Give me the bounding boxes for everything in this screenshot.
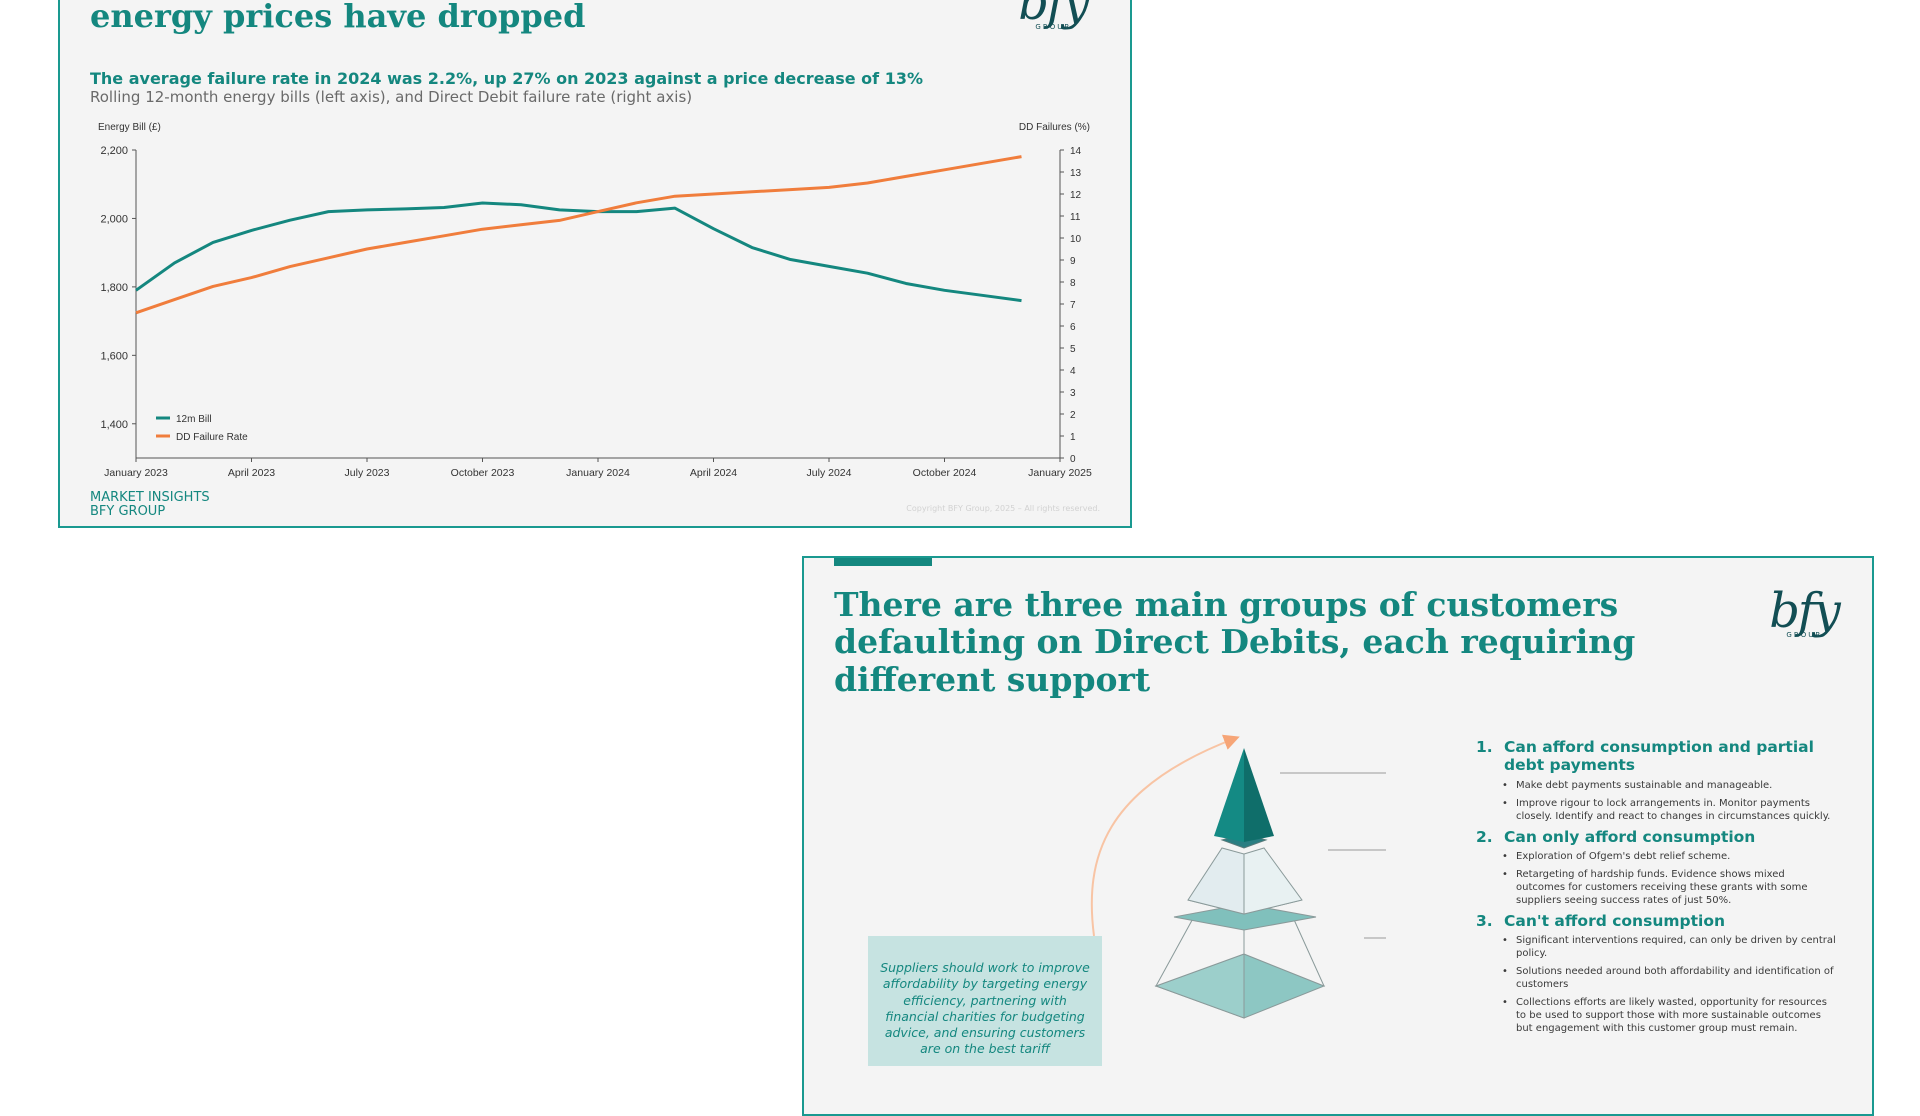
logo-wordmark: bfy xyxy=(1018,0,1090,31)
left-tick-label: 2,200 xyxy=(100,145,128,157)
title-accent-bar xyxy=(834,558,932,566)
customer-groups-list: 1. Can afford consumption and partial de… xyxy=(1476,738,1836,1040)
bullet-item: Retargeting of hardship funds. Evidence … xyxy=(1502,868,1836,907)
slide-energy-chart: Direct Debit defaults are still rising, … xyxy=(58,0,1132,528)
slide-title: There are three main groups of customers… xyxy=(834,585,1636,699)
group-bullets: Exploration of Ofgem's debt relief schem… xyxy=(1502,850,1836,907)
footer-bfy-group: BFY GROUP xyxy=(90,504,166,519)
group-heading: 2. Can only afford consumption xyxy=(1476,828,1836,846)
right-tick-label: 14 xyxy=(1070,146,1082,157)
chart-subtitle: Rolling 12-month energy bills (left axis… xyxy=(90,88,693,106)
series-line-dd-failure xyxy=(135,155,1022,315)
series-line-bill xyxy=(135,201,1022,303)
legend-label: DD Failure Rate xyxy=(176,432,248,443)
customer-group: 2. Can only afford consumption Explorati… xyxy=(1476,828,1836,907)
group-number: 1. xyxy=(1476,738,1493,756)
bullet-item: Significant interventions required, can … xyxy=(1502,934,1836,960)
pyramid-tier-top-left xyxy=(1214,748,1244,842)
right-tick-label: 1 xyxy=(1070,432,1076,443)
bullet-item: Solutions needed around both affordabili… xyxy=(1502,965,1836,991)
left-tick-label: 1,400 xyxy=(100,419,128,431)
bullet-item: Exploration of Ofgem's debt relief schem… xyxy=(1502,850,1836,863)
affordability-arrow xyxy=(1090,734,1240,937)
right-tick-label: 6 xyxy=(1070,322,1076,333)
left-tick-label: 1,800 xyxy=(100,282,128,294)
right-tick-label: 12 xyxy=(1070,190,1082,201)
affordability-callout: Suppliers should work to improve afforda… xyxy=(868,936,1102,1066)
footer-market-insights: MARKET INSIGHTS xyxy=(90,490,210,505)
x-tick-label: July 2024 xyxy=(807,467,852,479)
customer-pyramid-diagram xyxy=(1090,734,1386,1019)
right-tick-label: 13 xyxy=(1070,168,1082,179)
right-tick-label: 10 xyxy=(1070,234,1082,245)
x-tick-label: January 2023 xyxy=(104,467,168,479)
group-title: Can't afford consumption xyxy=(1504,911,1726,930)
right-tick-label: 11 xyxy=(1070,212,1081,223)
x-tick-label: January 2025 xyxy=(1028,467,1092,479)
logo-wordmark: bfy xyxy=(1769,583,1841,639)
left-tick-label: 2,000 xyxy=(100,213,128,225)
copyright-notice: Copyright BFY Group, 2025 – All rights r… xyxy=(906,504,1100,513)
right-tick-label: 5 xyxy=(1070,344,1076,355)
chart-headline: The average failure rate in 2024 was 2.2… xyxy=(90,69,923,88)
bullet-item: Make debt payments sustainable and manag… xyxy=(1502,779,1836,792)
right-tick-label: 0 xyxy=(1070,454,1076,465)
right-tick-label: 2 xyxy=(1070,410,1076,421)
group-bullets: Significant interventions required, can … xyxy=(1502,934,1836,1035)
pyramid-tier-top-right xyxy=(1244,748,1274,842)
x-tick-label: July 2023 xyxy=(345,467,390,479)
x-tick-label: April 2023 xyxy=(228,467,275,479)
right-tick-label: 9 xyxy=(1070,256,1076,267)
group-heading: 3. Can't afford consumption xyxy=(1476,912,1836,930)
group-number: 3. xyxy=(1476,911,1493,930)
pyramid-tier-middle-left xyxy=(1187,847,1245,915)
slide-title: Direct Debit defaults are still rising, … xyxy=(90,0,586,36)
x-tick-label: October 2024 xyxy=(913,467,977,479)
legend-label: 12m Bill xyxy=(176,414,212,425)
group-title: Can afford consumption and partial debt … xyxy=(1504,738,1814,775)
slide-customer-groups: There are three main groups of customers… xyxy=(802,556,1874,1116)
x-tick-label: October 2023 xyxy=(451,467,515,479)
group-number: 2. xyxy=(1476,827,1493,846)
right-tick-label: 3 xyxy=(1070,388,1076,399)
x-tick-label: April 2024 xyxy=(690,467,737,479)
logo-group-text: GROUP xyxy=(1786,631,1822,640)
bfy-logo: bfy GROUP xyxy=(1759,583,1849,640)
dual-axis-line-chart: Energy Bill (£) DD Failures (%) 1,400 1,600… xyxy=(98,122,1092,479)
group-title: Can only afford consumption xyxy=(1504,827,1756,846)
right-tick-label: 7 xyxy=(1070,300,1076,311)
customer-group: 1. Can afford consumption and partial de… xyxy=(1476,738,1836,823)
left-tick-label: 1,600 xyxy=(100,350,128,362)
bullet-item: Improve rigour to lock arrangements in. … xyxy=(1502,797,1836,823)
pyramid-tier-middle-right xyxy=(1243,847,1303,915)
bullet-item: Collections efforts are likely wasted, o… xyxy=(1502,996,1836,1035)
group-heading: 1. Can afford consumption and partial de… xyxy=(1476,738,1836,775)
left-axis-label: Energy Bill (£) xyxy=(98,122,161,133)
group-bullets: Make debt payments sustainable and manag… xyxy=(1502,779,1836,823)
right-tick-label: 4 xyxy=(1070,366,1076,377)
right-axis-label: DD Failures (%) xyxy=(1019,122,1090,133)
customer-group: 3. Can't afford consumption Significant … xyxy=(1476,912,1836,1035)
x-tick-label: January 2024 xyxy=(566,467,630,479)
logo-group-text: GROUP xyxy=(1035,23,1071,32)
bfy-logo: bfy GROUP xyxy=(1008,0,1098,31)
right-tick-label: 8 xyxy=(1070,278,1076,289)
